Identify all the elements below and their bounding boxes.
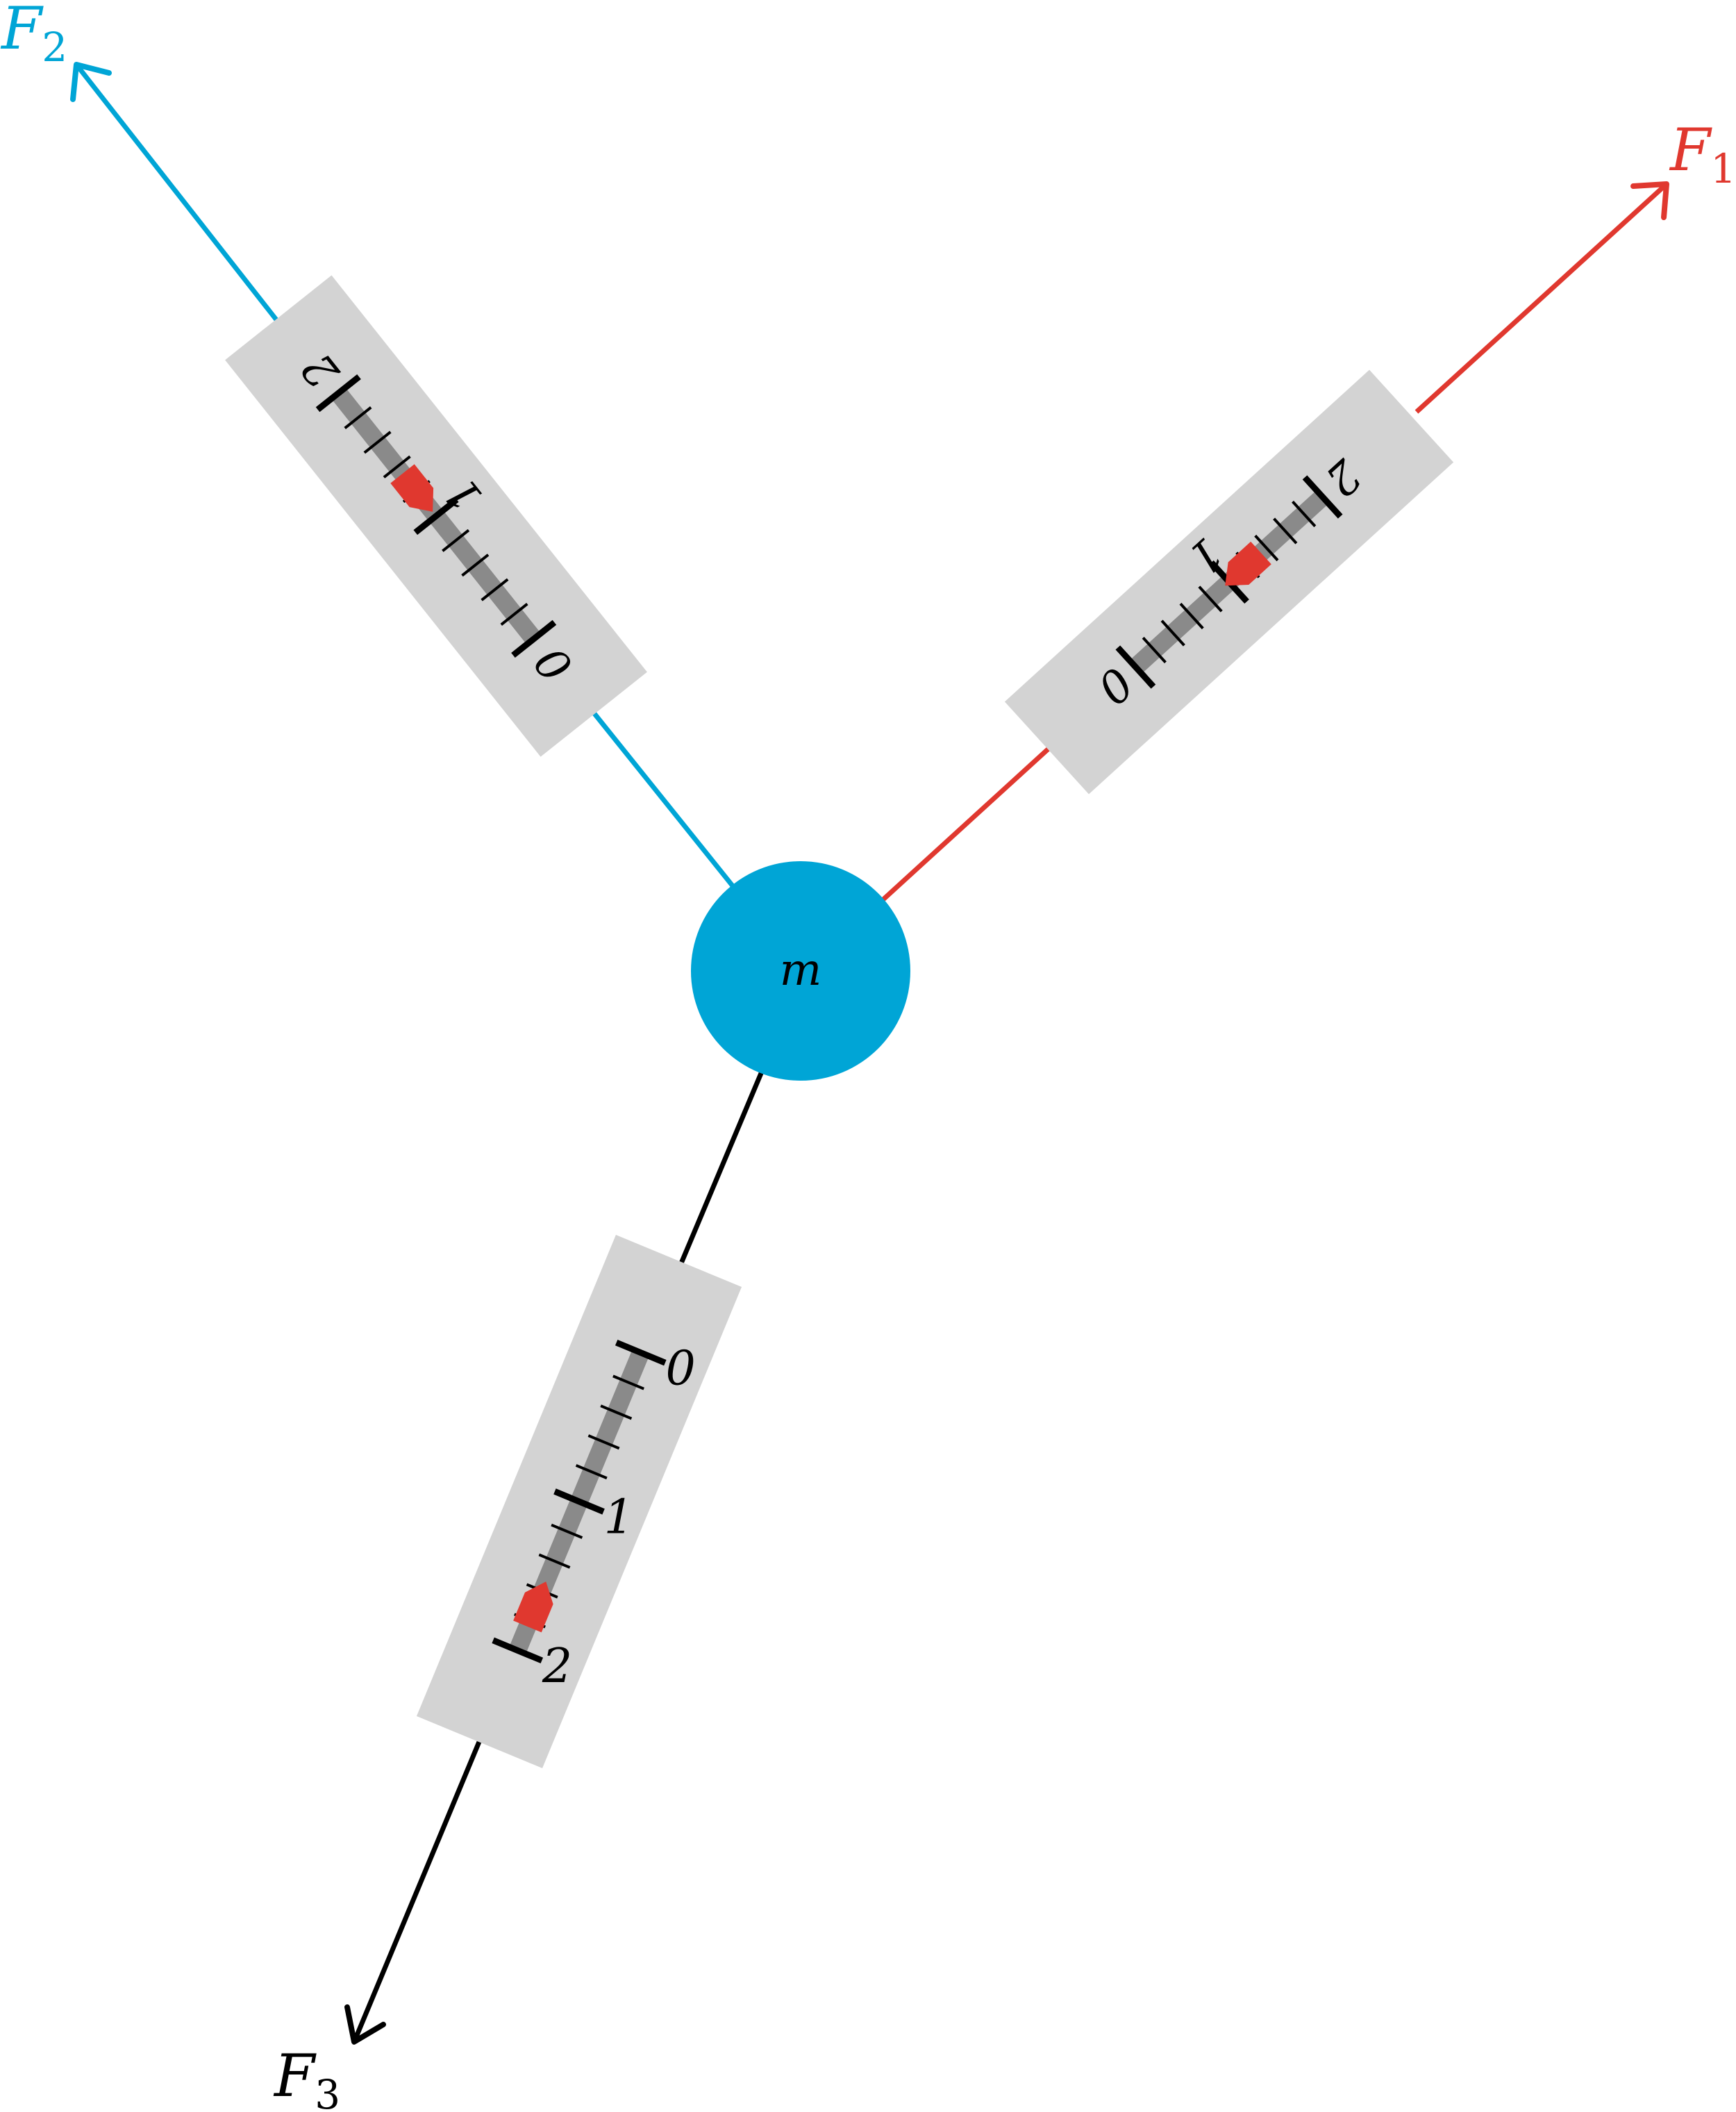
force-f2-label: F2 bbox=[0, 0, 67, 71]
spring-scale-f1-tick bbox=[1198, 585, 1223, 613]
spring-scale-f3-label-0: 0 bbox=[665, 1341, 695, 1396]
spring-scale-f3-tick bbox=[612, 1374, 644, 1390]
spring-scale-f1-tick bbox=[1160, 620, 1185, 647]
spring-scale-f2-tick bbox=[500, 602, 528, 626]
spring-scale-f1-tick bbox=[1273, 517, 1298, 544]
mass-label: m bbox=[780, 945, 822, 996]
spring-scale-f3-pointer bbox=[513, 1581, 553, 1633]
spring-scale-f2: 0 1 2 bbox=[225, 275, 647, 757]
spring-scale-f2-tick bbox=[511, 620, 557, 658]
spring-scale-f2-pointer bbox=[390, 464, 434, 512]
force-f3-line-outer bbox=[351, 1740, 482, 2043]
spring-scale-f3-tick bbox=[587, 1434, 620, 1450]
force-f2-group: F2 0 1 2 bbox=[0, 0, 736, 890]
spring-scale-f1-pointer bbox=[1225, 541, 1271, 586]
spring-scale-f3-label-2: 2 bbox=[542, 1639, 572, 1694]
force-f2-arrowhead bbox=[70, 62, 112, 102]
spring-scale-f2-tick bbox=[363, 431, 392, 454]
force-f3-line bbox=[671, 1070, 765, 1283]
spring-scale-f3-tick bbox=[551, 1523, 583, 1539]
spring-scale-f3-label-1: 1 bbox=[604, 1490, 634, 1545]
force-f1-line bbox=[881, 747, 1051, 901]
spring-scale-f3-tick bbox=[492, 1637, 544, 1664]
spring-scale-f1: 0 1 2 bbox=[1004, 369, 1454, 795]
force-f1-label: F1 bbox=[1669, 116, 1736, 192]
force-f2-line bbox=[588, 706, 736, 890]
spring-scale-f2-tick bbox=[461, 554, 490, 577]
spring-scale-f3: 0 1 2 bbox=[416, 1235, 742, 1768]
spring-scale-f1-tick bbox=[1142, 636, 1167, 664]
spring-scale-f1-tick bbox=[1115, 645, 1156, 689]
spring-scale-f2-tick bbox=[481, 578, 509, 601]
force-f3-arrowhead bbox=[344, 2004, 386, 2045]
force-f2-line-outer bbox=[74, 63, 280, 324]
spring-scale-f3-tick bbox=[538, 1553, 571, 1569]
spring-scale-f2-tick bbox=[315, 374, 361, 413]
spring-scale-f2-tick bbox=[383, 455, 411, 479]
spring-scale-f2-tick bbox=[413, 497, 459, 535]
spring-scale-f3-tick bbox=[575, 1464, 608, 1480]
force-f1-group: F1 0 1 2 bbox=[881, 116, 1736, 901]
spring-scale-f1-tick bbox=[1292, 500, 1317, 528]
force-f1-arrowhead bbox=[1630, 181, 1669, 220]
force-f3-label: F3 bbox=[273, 2042, 340, 2112]
force-f1-line-outer bbox=[1414, 182, 1669, 414]
spring-scale-f3-tick bbox=[600, 1404, 633, 1420]
spring-scale-f1-tick bbox=[1302, 475, 1343, 519]
force-f3-group: F3 0 1 2 bbox=[273, 1070, 765, 2112]
spring-scale-f1-tick bbox=[1179, 602, 1204, 630]
spring-scale-f3-tick bbox=[615, 1339, 667, 1366]
spring-scale-f2-tick bbox=[344, 406, 372, 430]
spring-scale-f2-tick bbox=[442, 529, 470, 552]
spring-scale-f3-tick bbox=[553, 1488, 605, 1515]
mass-circle bbox=[691, 861, 910, 1081]
mass-group: m bbox=[691, 861, 910, 1081]
spring-scale-f1-tick bbox=[1254, 534, 1279, 562]
